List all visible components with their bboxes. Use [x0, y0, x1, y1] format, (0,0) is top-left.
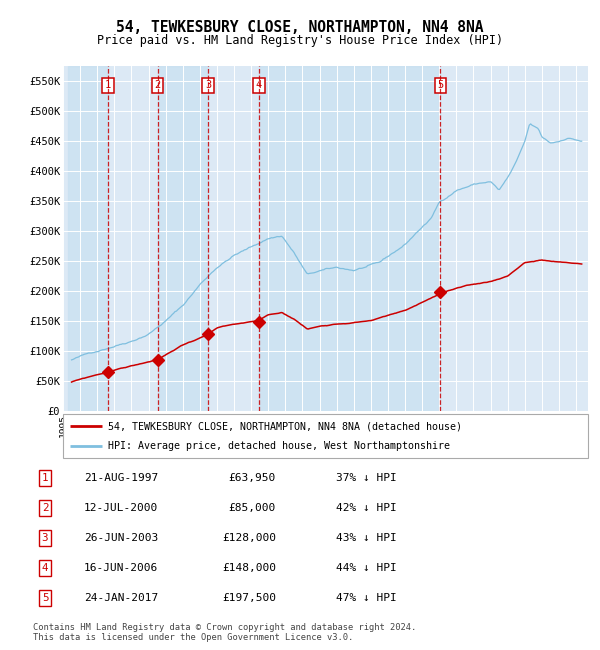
Text: Price paid vs. HM Land Registry's House Price Index (HPI): Price paid vs. HM Land Registry's House …: [97, 34, 503, 47]
Text: 2: 2: [154, 80, 161, 90]
Text: 43% ↓ HPI: 43% ↓ HPI: [336, 533, 397, 543]
Text: 42% ↓ HPI: 42% ↓ HPI: [336, 503, 397, 514]
Text: 16-JUN-2006: 16-JUN-2006: [84, 563, 158, 573]
Bar: [158, 66, 208, 411]
Text: 4: 4: [42, 563, 48, 573]
Text: 5: 5: [437, 80, 443, 90]
Text: 5: 5: [42, 593, 48, 603]
Text: £148,000: £148,000: [222, 563, 276, 573]
Text: 3: 3: [42, 533, 48, 543]
Text: £85,000: £85,000: [229, 503, 276, 514]
Text: HPI: Average price, detached house, West Northamptonshire: HPI: Average price, detached house, West…: [108, 441, 450, 451]
Text: 26-JUN-2003: 26-JUN-2003: [84, 533, 158, 543]
Text: £63,950: £63,950: [229, 473, 276, 484]
Text: 37% ↓ HPI: 37% ↓ HPI: [336, 473, 397, 484]
Text: 21-AUG-1997: 21-AUG-1997: [84, 473, 158, 484]
Text: 1: 1: [105, 80, 111, 90]
Bar: [259, 66, 440, 411]
Text: £197,500: £197,500: [222, 593, 276, 603]
Text: 2: 2: [42, 503, 48, 514]
Text: 44% ↓ HPI: 44% ↓ HPI: [336, 563, 397, 573]
Text: 12-JUL-2000: 12-JUL-2000: [84, 503, 158, 514]
Text: 4: 4: [256, 80, 262, 90]
Text: 1: 1: [42, 473, 48, 484]
Text: £128,000: £128,000: [222, 533, 276, 543]
Text: 54, TEWKESBURY CLOSE, NORTHAMPTON, NN4 8NA: 54, TEWKESBURY CLOSE, NORTHAMPTON, NN4 8…: [116, 20, 484, 34]
Text: 24-JAN-2017: 24-JAN-2017: [84, 593, 158, 603]
Text: 47% ↓ HPI: 47% ↓ HPI: [336, 593, 397, 603]
Bar: [68, 66, 108, 411]
Text: 54, TEWKESBURY CLOSE, NORTHAMPTON, NN4 8NA (detached house): 54, TEWKESBURY CLOSE, NORTHAMPTON, NN4 8…: [108, 421, 462, 432]
Text: 3: 3: [205, 80, 211, 90]
Text: Contains HM Land Registry data © Crown copyright and database right 2024.
This d: Contains HM Land Registry data © Crown c…: [33, 623, 416, 642]
